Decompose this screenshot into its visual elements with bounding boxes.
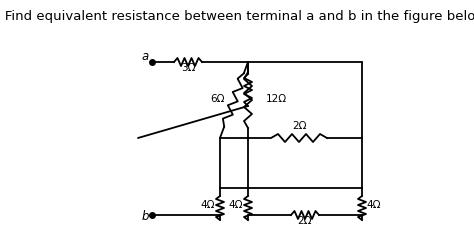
Text: b: b	[141, 210, 149, 222]
Text: 4Ω: 4Ω	[201, 200, 215, 210]
Text: 4Ω: 4Ω	[229, 200, 243, 210]
Text: 2Ω: 2Ω	[298, 216, 312, 226]
Text: 1. Find equivalent resistance between terminal a and b in the figure below: 1. Find equivalent resistance between te…	[0, 10, 474, 23]
Text: 6Ω: 6Ω	[211, 94, 225, 104]
Text: 12Ω: 12Ω	[266, 94, 287, 104]
Text: 3Ω: 3Ω	[181, 63, 195, 73]
Text: 2Ω: 2Ω	[293, 121, 307, 131]
Text: a: a	[141, 49, 149, 62]
Text: 4Ω: 4Ω	[367, 200, 381, 210]
